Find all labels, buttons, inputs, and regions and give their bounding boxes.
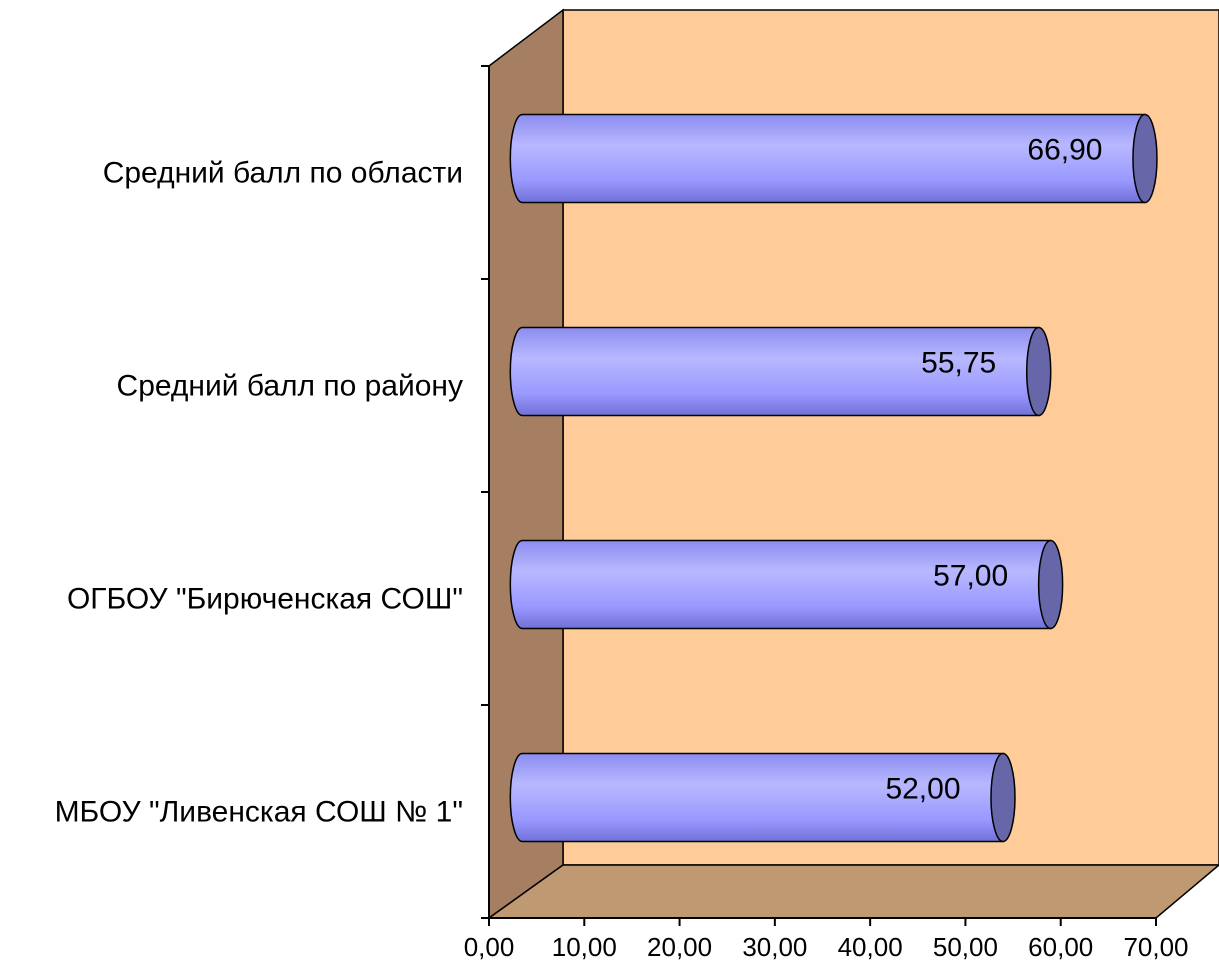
x-tick-label: 0,00 (464, 932, 515, 962)
bar-end-cap (990, 752, 1016, 843)
bar (509, 113, 1158, 204)
value-labels: 66,90 55,75 57,00 52,00 (885, 134, 1102, 806)
floor (486, 864, 1219, 919)
bar (509, 539, 1064, 630)
category-label: МБОУ "Ливенская СОШ № 1" (55, 796, 463, 829)
x-tick-label: 30,00 (742, 932, 807, 962)
x-tick-label: 70,00 (1123, 932, 1188, 962)
category-label: Средний балл по области (103, 157, 463, 190)
bar-body (509, 752, 1004, 843)
x-tick-labels: 0,00 10,00 20,00 30,00 40,00 50,00 60,00 70,00 (464, 932, 1189, 962)
bar (509, 752, 1016, 843)
x-tick-label: 50,00 (933, 932, 998, 962)
bar-end-cap (1037, 539, 1064, 630)
bar-end-cap (1025, 326, 1052, 417)
category-label: ОГБОУ "Бирюченская СОШ" (67, 583, 463, 616)
bar-body (509, 326, 1040, 417)
x-tick-label: 40,00 (838, 932, 903, 962)
category-label: Средний балл по району (117, 370, 463, 403)
x-tick-label: 60,00 (1028, 932, 1093, 962)
x-tick-label: 10,00 (552, 932, 617, 962)
value-label: 55,75 (921, 347, 996, 380)
bars-group (509, 113, 1158, 843)
x-axis-ticks (488, 918, 1157, 926)
bar (509, 326, 1052, 417)
category-ticks (481, 65, 489, 919)
value-label: 52,00 (885, 773, 960, 806)
bar-end-cap (1132, 113, 1158, 204)
bar-body (509, 539, 1052, 630)
x-tick-label: 20,00 (647, 932, 712, 962)
value-label: 66,90 (1027, 134, 1102, 167)
value-label: 57,00 (933, 560, 1008, 593)
bar-body (509, 113, 1146, 204)
category-labels: Средний балл по области Средний балл по р… (55, 157, 463, 829)
